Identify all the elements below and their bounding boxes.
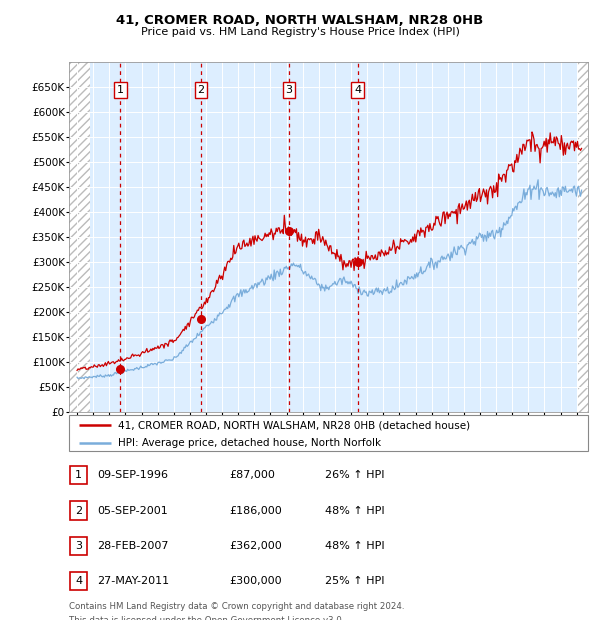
Bar (69, 62, 91, 412)
Text: 2: 2 (197, 85, 205, 95)
Text: £300,000: £300,000 (229, 576, 282, 587)
Text: 48% ↑ HPI: 48% ↑ HPI (325, 541, 385, 551)
Text: Contains HM Land Registry data © Crown copyright and database right 2024.: Contains HM Land Registry data © Crown c… (69, 602, 404, 611)
Text: 1: 1 (75, 470, 82, 480)
FancyBboxPatch shape (70, 502, 87, 520)
Text: 2: 2 (75, 505, 82, 516)
Text: This data is licensed under the Open Government Licence v3.0.: This data is licensed under the Open Gov… (69, 616, 344, 620)
Text: £186,000: £186,000 (229, 505, 282, 516)
Text: 28-FEB-2007: 28-FEB-2007 (97, 541, 169, 551)
Text: 1: 1 (117, 85, 124, 95)
Text: £362,000: £362,000 (229, 541, 282, 551)
FancyBboxPatch shape (70, 572, 87, 590)
FancyBboxPatch shape (70, 466, 87, 484)
Text: 41, CROMER ROAD, NORTH WALSHAM, NR28 0HB (detached house): 41, CROMER ROAD, NORTH WALSHAM, NR28 0HB… (118, 420, 470, 430)
Text: 41, CROMER ROAD, NORTH WALSHAM, NR28 0HB: 41, CROMER ROAD, NORTH WALSHAM, NR28 0HB (116, 14, 484, 27)
Text: 4: 4 (75, 576, 82, 587)
Text: 05-SEP-2001: 05-SEP-2001 (97, 505, 168, 516)
Text: 25% ↑ HPI: 25% ↑ HPI (325, 576, 385, 587)
Bar (577, 62, 588, 412)
Text: £87,000: £87,000 (229, 470, 275, 480)
Text: 09-SEP-1996: 09-SEP-1996 (97, 470, 168, 480)
Text: 27-MAY-2011: 27-MAY-2011 (97, 576, 169, 587)
FancyBboxPatch shape (69, 415, 588, 451)
Text: 3: 3 (75, 541, 82, 551)
Text: 48% ↑ HPI: 48% ↑ HPI (325, 505, 385, 516)
Text: Price paid vs. HM Land Registry's House Price Index (HPI): Price paid vs. HM Land Registry's House … (140, 27, 460, 37)
FancyBboxPatch shape (70, 537, 87, 555)
Text: 3: 3 (286, 85, 293, 95)
Text: HPI: Average price, detached house, North Norfolk: HPI: Average price, detached house, Nort… (118, 438, 382, 448)
Text: 26% ↑ HPI: 26% ↑ HPI (325, 470, 385, 480)
Text: 4: 4 (354, 85, 361, 95)
